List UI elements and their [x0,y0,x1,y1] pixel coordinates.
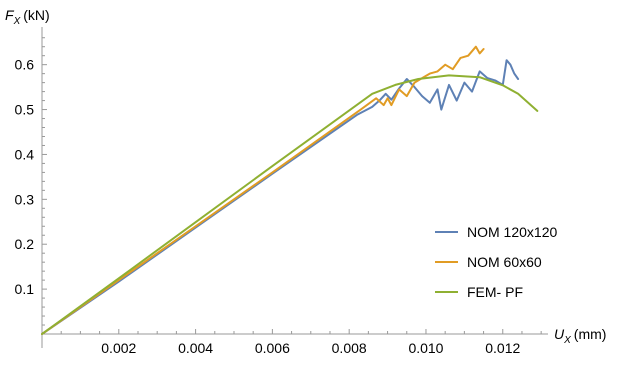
y-ticks: 0.1 0.2 0.3 0.4 0.5 0.6 [15,37,47,326]
x-tick-label: 0.002 [101,340,136,356]
series-line-nom-120x120 [41,59,520,335]
x-tick-label: 0.006 [255,340,290,356]
x-axis-title: UX (mm) [554,326,606,346]
axes [41,27,548,348]
series-line-nom-60x60 [41,45,485,335]
legend-label: NOM 60x60 [467,254,542,270]
legend-label: NOM 120x120 [467,224,557,240]
y-tick-label: 0.6 [15,57,35,73]
x-tick-label: 0.004 [178,340,213,356]
y-tick-label: 0.4 [15,146,35,162]
legend-label: FEM- PF [467,284,523,300]
x-tick-label: 0.012 [485,340,520,356]
x-tick-label: 0.010 [408,340,443,356]
x-tick-label: 0.008 [332,340,367,356]
series-layer [41,45,539,335]
y-tick-label: 0.2 [15,236,35,252]
y-tick-label: 0.5 [15,102,35,118]
y-tick-label: 0.3 [15,191,35,207]
x-ticks: 0.002 0.004 0.006 0.008 0.010 0.012 [60,329,542,356]
y-axis-title: FX (kN) [5,7,50,27]
series-line-fem-pf [41,74,539,335]
legend: NOM 120x120 NOM 60x60 FEM- PF [435,224,557,300]
y-tick-label: 0.1 [15,281,35,297]
